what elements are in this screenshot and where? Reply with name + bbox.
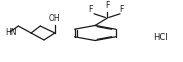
Text: F: F	[88, 5, 93, 14]
Text: OH: OH	[49, 14, 61, 23]
Text: HCl: HCl	[153, 33, 167, 42]
Text: F: F	[105, 1, 109, 10]
Text: HN: HN	[5, 29, 17, 38]
Text: F: F	[119, 5, 124, 14]
